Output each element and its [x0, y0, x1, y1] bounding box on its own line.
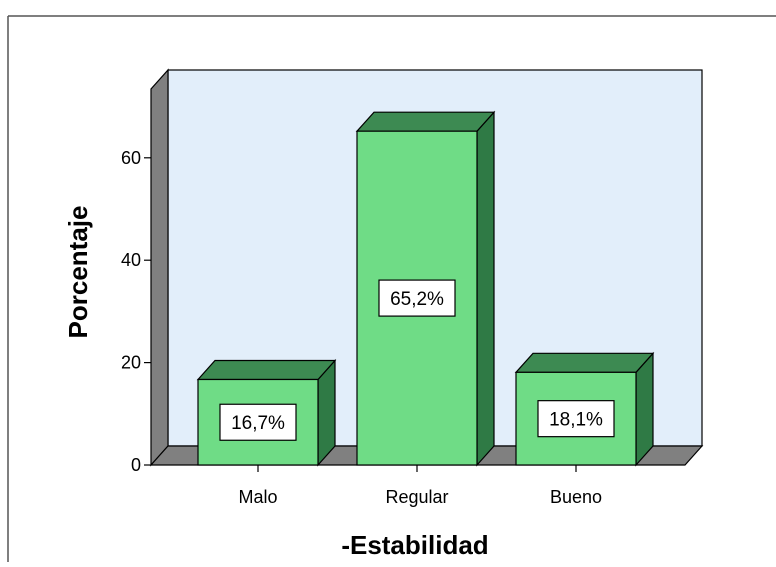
bar-side — [476, 110, 495, 467]
y-tick-label: 0 — [131, 455, 141, 475]
bar-top — [355, 111, 496, 132]
bar-top — [514, 352, 655, 373]
data-label-box — [537, 400, 615, 438]
x-tick-label: Malo — [238, 487, 277, 507]
y-tick-label: 20 — [121, 353, 141, 373]
data-label: 65,2% — [390, 289, 444, 310]
data-label: 18,1% — [549, 410, 603, 431]
y-tick-label: 60 — [121, 148, 141, 168]
x-axis-title: -Estabilidad — [341, 530, 488, 560]
data-label: 16,7% — [231, 413, 285, 434]
data-label-box — [219, 403, 297, 441]
data-label-box — [378, 279, 456, 317]
plot-left-wall — [150, 68, 169, 467]
x-tick-label: Bueno — [550, 487, 602, 507]
x-tick-label: Regular — [385, 487, 448, 507]
y-tick-label: 40 — [121, 250, 141, 270]
y-axis-title: Porcentaje — [63, 206, 93, 339]
bar-top — [196, 359, 337, 381]
